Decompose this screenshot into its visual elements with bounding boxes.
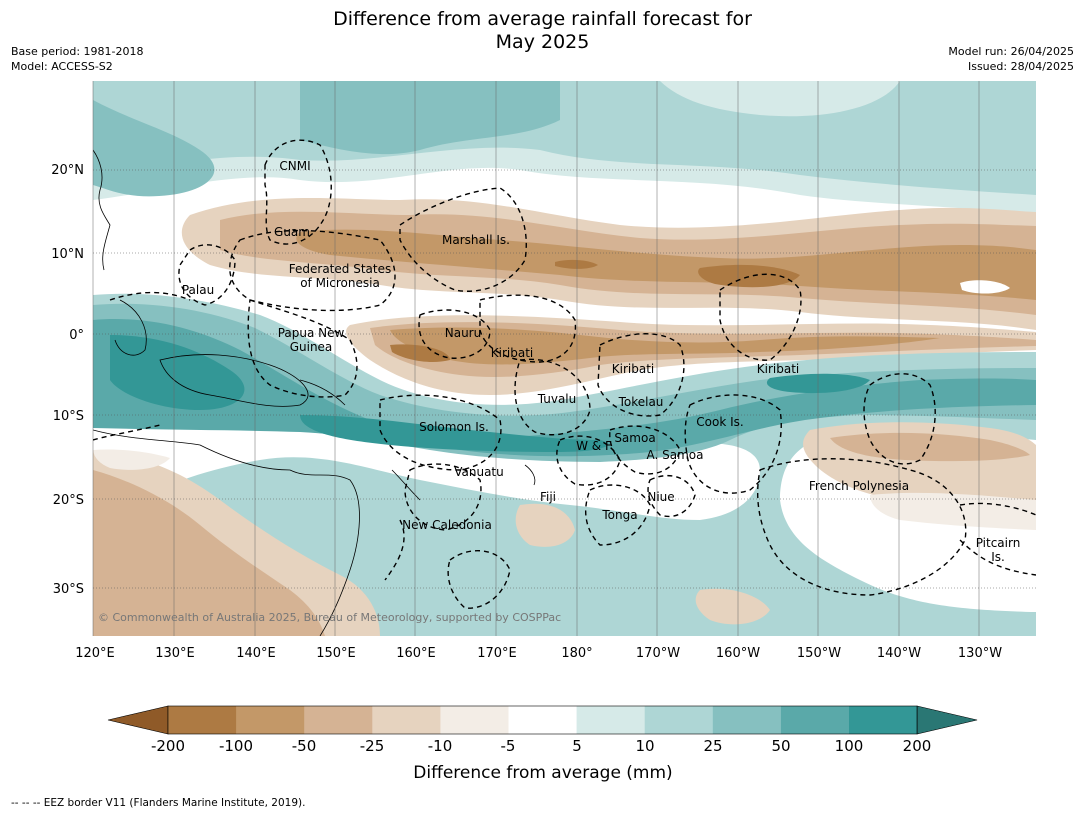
meta-left: Base period: 1981-2018 Model: ACCESS-S2	[11, 44, 143, 74]
colorbar-segment	[780, 706, 850, 734]
colorbar-segment	[508, 706, 578, 734]
coastlines	[93, 149, 536, 636]
colorbar-tick: 50	[771, 737, 790, 755]
label-wallis-futuna: W & F	[576, 439, 612, 453]
label-kiribati-east: Kiribati	[757, 362, 799, 376]
lon-label: 150°W	[797, 646, 841, 661]
colorbar-segment	[644, 706, 714, 734]
lat-label: 30°S	[53, 582, 84, 597]
label-american-samoa: A. Samoa	[647, 448, 704, 462]
lon-label: 130°E	[155, 646, 195, 661]
lon-label: 160°W	[716, 646, 760, 661]
rainfall-anomaly-field	[93, 81, 1036, 636]
lon-label: 160°E	[396, 646, 436, 661]
label-fsm-line2: of Micronesia	[300, 276, 380, 290]
region-labels: CNMI Guam Marshall Is. Federated States …	[182, 159, 1020, 564]
colorbar-tick: 5	[572, 737, 582, 755]
lat-label: 20°S	[53, 493, 84, 508]
colorbar	[107, 705, 978, 735]
lon-label: 140°E	[236, 646, 276, 661]
label-nauru: Nauru	[445, 326, 481, 340]
label-tokelau: Tokelau	[618, 395, 664, 409]
model-name: Model: ACCESS-S2	[11, 60, 113, 73]
label-kiribati-central: Kiribati	[612, 362, 654, 376]
label-png-line1: Papua New	[278, 326, 345, 340]
lat-axis-labels: 20°N 10°N 0° 10°S 20°S 30°S	[51, 163, 84, 597]
label-kiribati-west: Kiribati	[491, 346, 533, 360]
colorbar-tick: -25	[360, 737, 385, 755]
lon-label: 140°W	[877, 646, 921, 661]
model-run: Model run: 26/04/2025	[948, 45, 1074, 58]
lon-label: 180°	[561, 646, 592, 661]
label-fsm-line1: Federated States	[289, 262, 391, 276]
graticule	[92, 81, 980, 636]
label-png-line2: Guinea	[290, 340, 333, 354]
lon-label: 150°E	[316, 646, 356, 661]
colorbar-tick: -50	[292, 737, 317, 755]
lon-label: 170°E	[477, 646, 517, 661]
label-guam: Guam	[274, 225, 310, 239]
map-title: Difference from average rainfall forecas…	[0, 8, 1085, 54]
colorbar-ticks: -200 -100 -50 -25 -10 -5 5 10 25 50 100 …	[151, 737, 931, 755]
label-pitcairn-line1: Pitcairn	[976, 536, 1021, 550]
colorbar-tick: -5	[501, 737, 516, 755]
colorbar-segment	[576, 706, 646, 734]
base-period: Base period: 1981-2018	[11, 45, 144, 58]
colorbar-segment	[440, 706, 509, 734]
lon-label: 120°E	[75, 646, 115, 661]
colorbar-tick: -200	[151, 737, 185, 755]
title-line-2: May 2025	[495, 31, 590, 53]
colorbar-extend-right	[916, 705, 978, 735]
title-line-1: Difference from average rainfall forecas…	[333, 8, 752, 30]
lon-axis-labels: 120°E 130°E 140°E 150°E 160°E 170°E 180°…	[75, 646, 1002, 661]
colorbar-segment	[168, 706, 237, 734]
colorbar-tick: -10	[428, 737, 453, 755]
colorbar-extend-left	[107, 705, 169, 735]
lat-label: 10°S	[53, 409, 84, 424]
colorbar-segment	[372, 706, 441, 734]
label-tuvalu: Tuvalu	[537, 392, 577, 406]
colorbar-segment	[849, 706, 918, 734]
label-tonga: Tonga	[601, 508, 637, 522]
latitude-lines	[93, 169, 1036, 589]
label-french-polynesia: French Polynesia	[809, 479, 909, 493]
lat-label: 0°	[69, 328, 84, 343]
eez-footnote: -- -- -- EEZ border V11 (Flanders Marine…	[11, 797, 306, 809]
eez-borders	[93, 139, 1036, 609]
lat-label: 20°N	[51, 163, 84, 178]
lon-label: 170°W	[636, 646, 680, 661]
colorbar-segment	[304, 706, 373, 734]
colorbar-tick: -100	[219, 737, 253, 755]
label-solomon-islands: Solomon Is.	[419, 420, 489, 434]
colorbar-tick: 200	[903, 737, 932, 755]
label-niue: Niue	[647, 490, 674, 504]
label-samoa: Samoa	[614, 431, 655, 445]
label-new-caledonia: New Caledonia	[402, 518, 492, 532]
label-vanuatu: Vanuatu	[454, 465, 504, 479]
label-cook-islands: Cook Is.	[696, 415, 743, 429]
label-marshall-islands: Marshall Is.	[442, 233, 510, 247]
issued-date: Issued: 28/04/2025	[967, 60, 1074, 73]
label-fiji: Fiji	[540, 490, 556, 504]
colorbar-frame	[167, 705, 918, 735]
meta-right: Model run: 26/04/2025 Issued: 28/04/2025	[948, 44, 1074, 74]
label-palau: Palau	[182, 283, 214, 297]
label-pitcairn-line2: Is.	[991, 550, 1005, 564]
colorbar-tick: 25	[703, 737, 722, 755]
colorbar-tick: 100	[835, 737, 864, 755]
lat-label: 10°N	[51, 247, 84, 262]
label-cnmi: CNMI	[279, 159, 310, 173]
colorbar-segment	[236, 706, 305, 734]
colorbar-label: Difference from average (mm)	[413, 763, 672, 783]
lon-label: 130°W	[958, 646, 1002, 661]
colorbar-tick: 10	[635, 737, 654, 755]
colorbar-segment	[712, 706, 782, 734]
copyright-notice: © Commonwealth of Australia 2025, Bureau…	[98, 611, 561, 624]
